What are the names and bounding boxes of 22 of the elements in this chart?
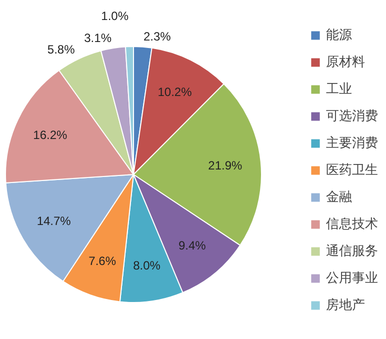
data-label: 3.1% [84,31,112,46]
legend-label: 房地产 [326,296,365,314]
legend-label: 公用事业 [326,268,378,286]
legend-label: 能源 [326,26,352,44]
legend-label: 工业 [326,80,352,98]
data-label: 21.9% [208,158,243,172]
data-label: 7.6% [88,254,116,268]
legend-label: 医药卫生 [326,160,378,178]
data-label: 14.7% [36,214,72,228]
data-label: 1.0% [101,8,129,23]
legend-label: 原材料 [326,52,365,70]
data-label: 10.2% [158,85,192,100]
data-label: 5.8% [47,42,76,56]
data-label: 9.4% [178,238,206,253]
data-label: 16.2% [33,128,68,142]
data-label: 8.0% [133,258,161,273]
legend-label: 主要消费 [326,134,378,152]
legend-label: 金融 [326,188,352,206]
legend-label: 可选消费 [326,106,378,124]
legend-label: 信息技术 [326,214,378,232]
legend-label: 通信服务 [326,242,378,260]
data-label: 2.3% [143,30,172,44]
